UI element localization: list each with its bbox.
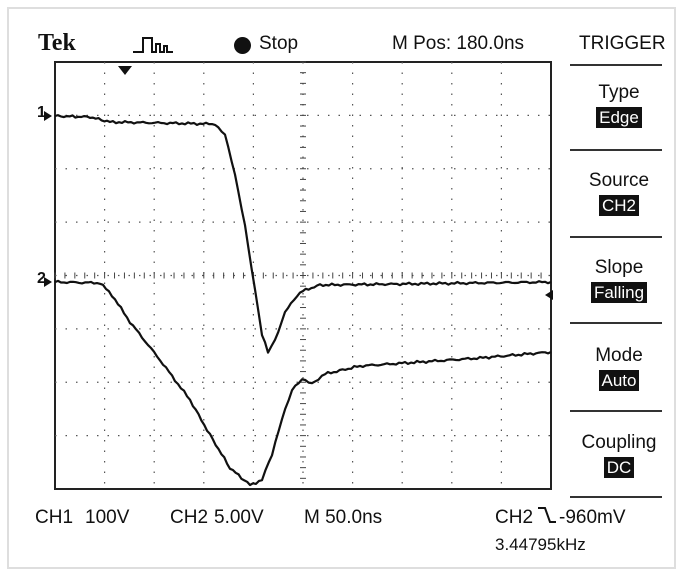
- menu-item-coupling-value[interactable]: DC: [565, 457, 673, 478]
- menu-separator: [570, 236, 662, 238]
- ch2-label: CH2: [170, 507, 209, 528]
- screenshot-frame: [7, 7, 676, 569]
- menu-item-mode-value[interactable]: Auto: [565, 370, 673, 391]
- ch1-marker: 1: [37, 104, 46, 121]
- menu-separator: [570, 496, 662, 498]
- ch2-marker: 2: [37, 270, 46, 287]
- ch2-waveform: [54, 279, 552, 487]
- ch1-label: CH1: [35, 507, 74, 528]
- trigger-frequency: 3.44795kHz: [495, 535, 586, 554]
- menu-separator: [570, 64, 662, 66]
- timebase: M 50.0ns: [304, 507, 383, 528]
- menu-item-type-value[interactable]: Edge: [565, 107, 673, 128]
- menu-separator: [570, 149, 662, 151]
- ch1-scale: 100V: [85, 507, 130, 528]
- menu-item-type-label[interactable]: Type: [598, 82, 640, 103]
- horizontal-position: M Pos: 180.0ns: [392, 33, 525, 54]
- acquisition-pulse-icon: [133, 37, 173, 53]
- run-state[interactable]: Stop: [259, 33, 299, 54]
- trigger-level: -960mV: [559, 507, 626, 528]
- filled-circle-icon: [234, 37, 251, 54]
- menu-separator: [570, 322, 662, 324]
- brand-logo: Tek: [38, 30, 76, 56]
- ch1-ground-arrow-icon: [44, 111, 52, 121]
- menu-item-source-label[interactable]: Source: [588, 170, 650, 191]
- ch2-ground-arrow-icon: [44, 277, 52, 287]
- menu-item-slope-value[interactable]: Falling: [565, 282, 673, 303]
- left-arrow-icon: [545, 290, 553, 300]
- menu-item-source-value[interactable]: CH2: [565, 195, 673, 216]
- ch1-waveform: [54, 114, 552, 354]
- falling-edge-icon: [538, 507, 556, 523]
- down-arrow-icon: [118, 66, 132, 75]
- menu-separator: [570, 410, 662, 412]
- menu-title: TRIGGER: [579, 33, 666, 54]
- ch2-scale: 5.00V: [214, 507, 264, 528]
- graticule-grid: [54, 61, 551, 489]
- menu-item-mode-label[interactable]: Mode: [595, 345, 643, 366]
- menu-item-coupling-label[interactable]: Coupling: [581, 432, 657, 453]
- menu-item-slope-label[interactable]: Slope: [594, 257, 644, 278]
- trigger-source: CH2: [495, 507, 534, 528]
